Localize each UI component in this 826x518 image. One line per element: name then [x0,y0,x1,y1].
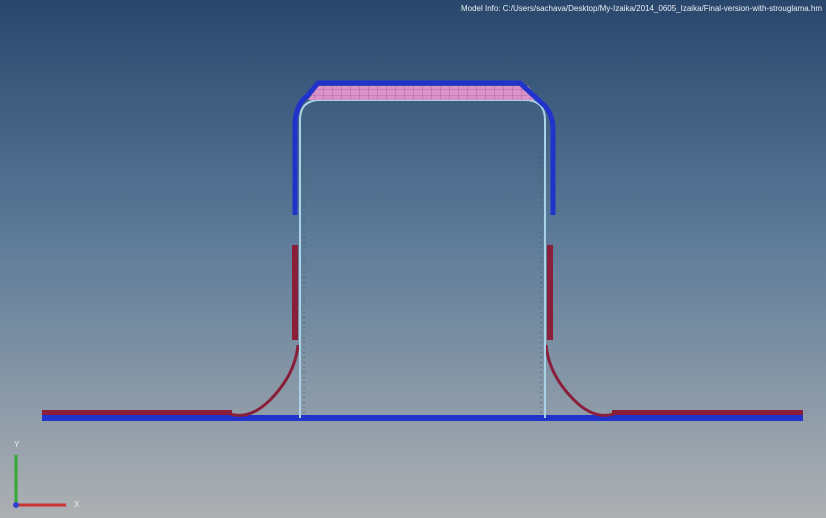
right-flange [612,410,803,415]
left-red-wall [292,245,298,340]
left-flange [42,410,232,415]
y-label: Y [14,440,20,449]
model-info: Model Info: C:/Users/sachava/Desktop/My-… [461,4,822,13]
x-label: X [74,500,80,509]
page: Model Info: C:/Users/sachava/Desktop/My-… [0,0,826,518]
viewport: Model Info: C:/Users/sachava/Desktop/My-… [0,0,826,518]
origin [13,502,19,508]
bottom-plate [42,415,803,421]
right-red-wall [547,245,553,340]
background [0,0,826,518]
top-mesh [308,86,540,100]
